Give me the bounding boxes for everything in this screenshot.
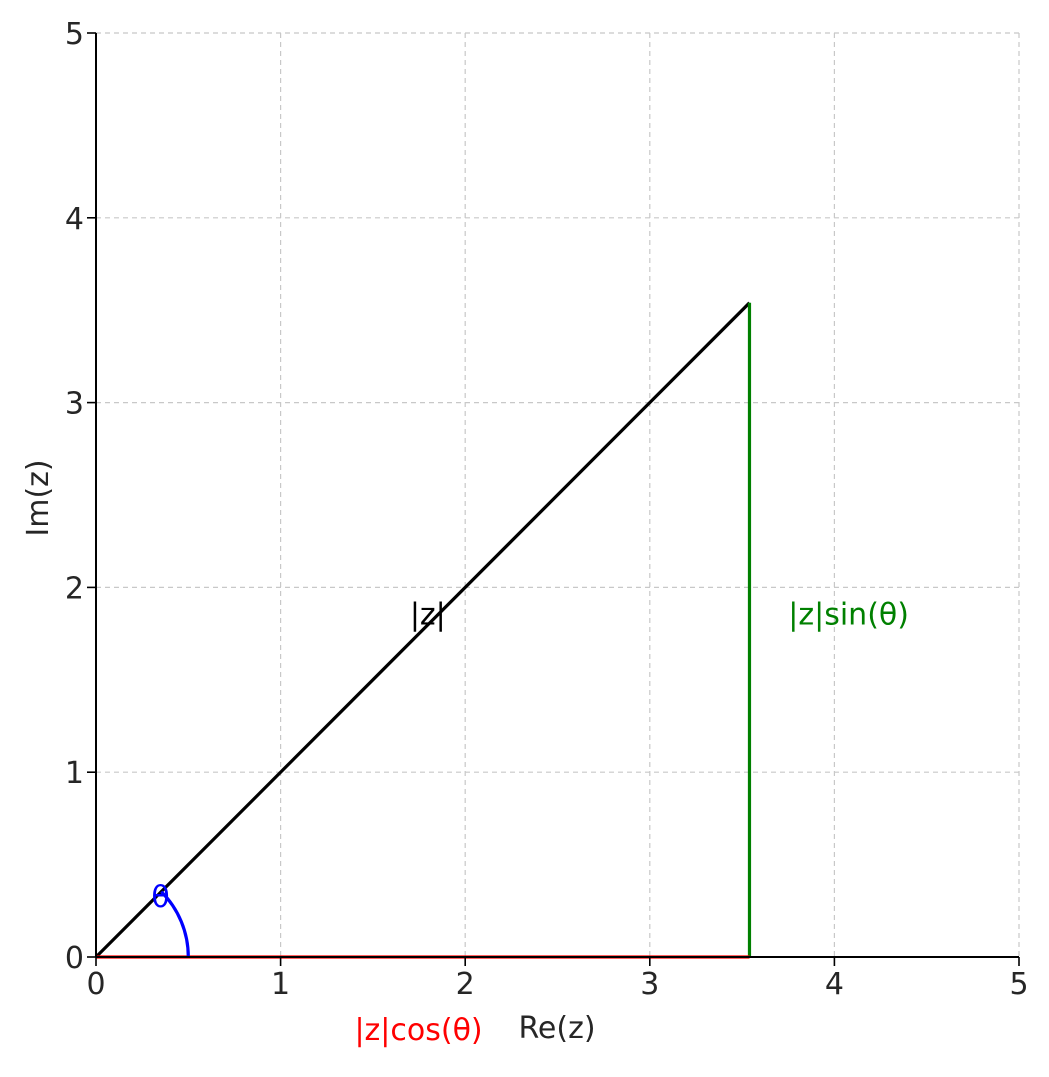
x-tick-label: 4 bbox=[825, 967, 844, 1002]
annotation-label: |z|sin(θ) bbox=[788, 597, 909, 632]
x-tick-label: 5 bbox=[1009, 967, 1028, 1002]
x-tick-label: 3 bbox=[640, 967, 659, 1002]
axes-layer bbox=[95, 33, 1019, 958]
y-tick-label: 0 bbox=[65, 941, 84, 976]
annotation-label: |z|cos(θ) bbox=[354, 1013, 482, 1048]
x-tick-label: 2 bbox=[456, 967, 475, 1002]
angle-arc bbox=[160, 890, 190, 958]
annotation-layer: |z| |z|sin(θ) |z|cos(θ) θ bbox=[151, 597, 909, 1048]
y-tick-label: 4 bbox=[65, 202, 84, 237]
x-tick-label: 0 bbox=[86, 967, 105, 1002]
y-tick-label: 3 bbox=[65, 387, 84, 422]
annotation-label: |z| bbox=[410, 597, 446, 632]
x-axis-label: Re(z) bbox=[518, 1011, 595, 1046]
annotation-label: θ bbox=[151, 880, 169, 915]
x-tick-label: 1 bbox=[271, 967, 290, 1002]
y-tick-label: 1 bbox=[65, 756, 84, 791]
y-axis-label: Im(z) bbox=[21, 459, 56, 536]
vector-line bbox=[94, 301, 751, 959]
y-tick-label: 2 bbox=[65, 571, 84, 606]
grid-layer bbox=[96, 32, 1020, 957]
ticks-layer: 0 1 2 3 4 5 0 1 2 3 4 5 bbox=[65, 17, 1029, 1002]
y-tick-label: 5 bbox=[65, 17, 84, 52]
